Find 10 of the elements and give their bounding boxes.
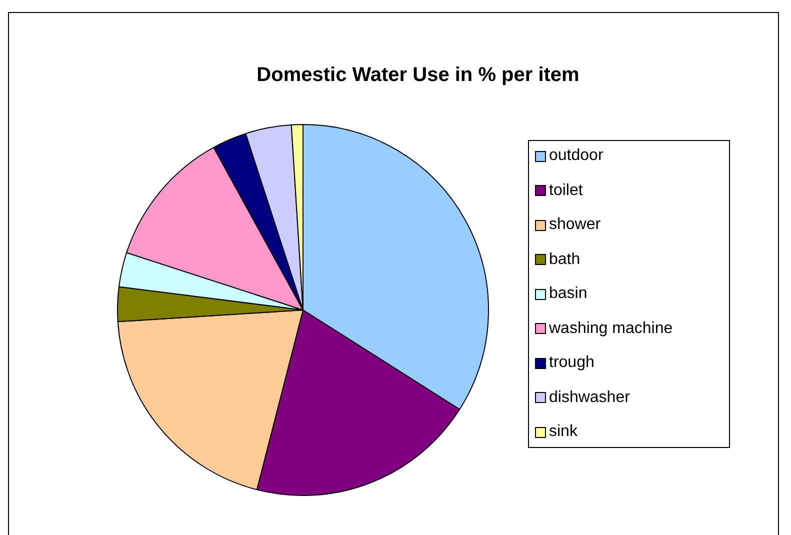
chart-title: Domestic Water Use in % per item [256,64,580,87]
legend-label: sink [549,423,578,441]
legend-label: outdoor [549,147,604,165]
legend-label: basin [549,285,588,303]
legend-label: dishwasher [549,388,630,406]
legend-label: trough [549,354,594,372]
legend-label: washing machine [549,320,673,338]
legend-label: bath [549,250,580,268]
legend-label: toilet [549,182,583,200]
legend-label: shower [549,216,601,234]
